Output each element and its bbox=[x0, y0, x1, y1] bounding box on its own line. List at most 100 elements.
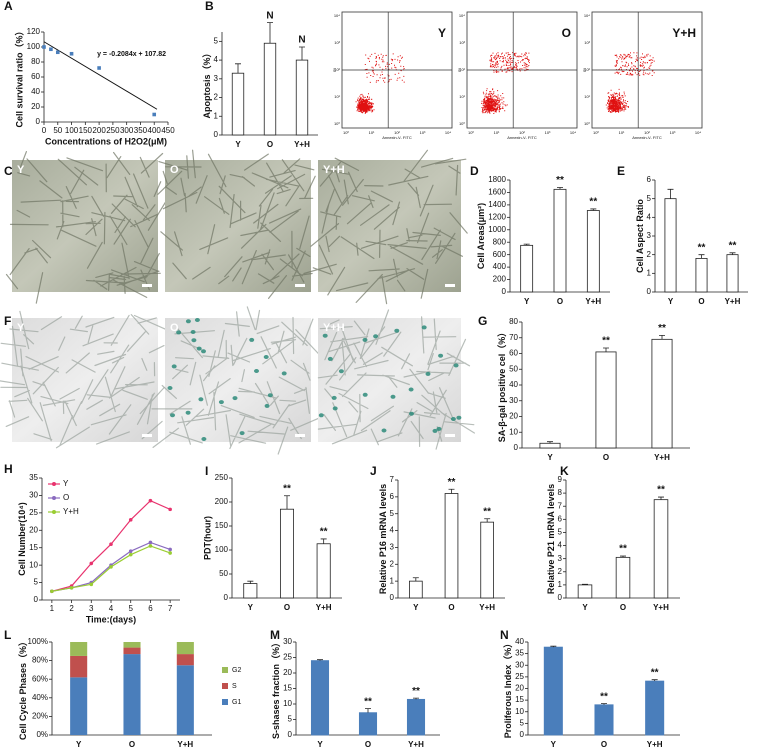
y-tick-label: 10 bbox=[515, 707, 524, 716]
error-bar bbox=[729, 252, 736, 255]
error-bar bbox=[590, 208, 597, 211]
y-tick-label: 25 bbox=[515, 672, 524, 681]
error-bar bbox=[651, 679, 658, 682]
x-tick-label: 7 bbox=[168, 604, 173, 613]
bar bbox=[553, 188, 567, 293]
legend-swatch bbox=[222, 667, 228, 673]
legend-label: S bbox=[232, 683, 237, 690]
y-tick-label: 6 bbox=[558, 514, 563, 523]
significance-label: ** bbox=[589, 197, 597, 208]
significance-label: ** bbox=[283, 483, 291, 494]
y-tick-label: 20 bbox=[31, 102, 40, 111]
bar bbox=[577, 584, 593, 599]
flow-x-tick: 10⁰ bbox=[468, 130, 474, 135]
flow-y-tick: 10⁴ bbox=[459, 13, 465, 18]
x-tick-label: 400 bbox=[148, 126, 162, 135]
point bbox=[109, 565, 113, 569]
panel-letter: D bbox=[470, 164, 479, 178]
error-bar bbox=[550, 645, 557, 648]
flow-y-tick: 10⁰ bbox=[334, 121, 340, 126]
y-tick-label: 35 bbox=[515, 649, 524, 658]
x-tick-label: O bbox=[620, 603, 626, 612]
significance-label: ** bbox=[364, 696, 372, 707]
y-tick-label: 250 bbox=[215, 473, 229, 482]
error-bar bbox=[247, 580, 254, 584]
flow-y-label: PI bbox=[582, 68, 587, 72]
scale-bar bbox=[295, 434, 305, 437]
y-tick-label: 1400 bbox=[488, 200, 506, 209]
bar-segment bbox=[70, 677, 88, 735]
cell-texture bbox=[317, 309, 475, 450]
x-tick-label: 6 bbox=[148, 604, 153, 613]
bar bbox=[615, 556, 631, 599]
y-tick-label: 600 bbox=[493, 250, 507, 259]
x-tick-label: Y+H bbox=[647, 740, 663, 749]
bar bbox=[231, 72, 245, 136]
y-axis-title: Cell Cycle Phases（%） bbox=[18, 637, 28, 740]
error-bar bbox=[448, 488, 455, 494]
y-tick-label: 8 bbox=[558, 488, 563, 497]
flow-label: O bbox=[562, 26, 571, 40]
y-tick-label: 200 bbox=[215, 497, 229, 506]
y-tick-label: 5 bbox=[520, 718, 525, 727]
flow-x-tick: 10⁴ bbox=[445, 130, 451, 135]
cell-texture bbox=[151, 306, 327, 455]
y-tick-label: 20% bbox=[32, 712, 48, 721]
point bbox=[89, 582, 94, 587]
point bbox=[168, 547, 172, 552]
y-axis-title: Cell survival ratio（%） bbox=[15, 26, 25, 127]
legend-swatch bbox=[222, 683, 228, 689]
bar bbox=[651, 338, 673, 449]
micrograph-label: Y+H bbox=[323, 322, 345, 334]
x-tick-label: Y bbox=[551, 740, 557, 749]
bar bbox=[409, 580, 423, 599]
x-tick-label: Y bbox=[317, 740, 323, 749]
flow-x-label: Annexin-V- FITC bbox=[507, 135, 537, 140]
y-tick-label: 1 bbox=[390, 576, 395, 585]
bar bbox=[444, 493, 459, 599]
cell-texture bbox=[5, 151, 167, 304]
y-tick-label: 60 bbox=[31, 72, 40, 81]
flow-x-tick: 10⁰ bbox=[593, 130, 599, 135]
bar-segment bbox=[123, 647, 141, 655]
x-tick-label: O bbox=[284, 603, 290, 612]
x-tick-label: Y bbox=[76, 740, 82, 749]
y-tick-label: 4 bbox=[647, 212, 652, 221]
significance-label: ** bbox=[619, 544, 627, 555]
y-tick-label: 30 bbox=[515, 660, 524, 669]
panel-letter: A bbox=[4, 0, 13, 13]
point bbox=[50, 589, 54, 594]
x-tick-label: 0 bbox=[42, 126, 47, 135]
bar bbox=[595, 351, 617, 449]
point bbox=[49, 47, 53, 52]
x-tick-label: Y+H bbox=[585, 297, 601, 306]
bar bbox=[243, 583, 258, 599]
flow-label: Y bbox=[438, 26, 446, 40]
y-tick-label: 2 bbox=[214, 93, 219, 102]
scale-bar bbox=[445, 284, 455, 287]
y-tick-label: 400 bbox=[493, 262, 507, 271]
point bbox=[152, 112, 157, 117]
y-tick-label: 1200 bbox=[488, 212, 506, 221]
y-tick-label: 80 bbox=[509, 317, 518, 326]
flow-y-tick: 10⁰ bbox=[459, 121, 465, 126]
point bbox=[42, 45, 46, 49]
flow-x-tick: 10¹ bbox=[494, 130, 500, 135]
y-tick-label: 2 bbox=[558, 567, 563, 576]
y-tick-label: 120 bbox=[27, 27, 41, 36]
micrograph-label: O bbox=[170, 164, 179, 176]
y-axis-title: PDT(hour) bbox=[203, 516, 213, 560]
error-bar bbox=[523, 243, 530, 246]
bar bbox=[539, 442, 561, 449]
significance-label: N bbox=[266, 10, 273, 21]
bar bbox=[295, 59, 309, 136]
x-tick-label: 2 bbox=[69, 604, 74, 613]
y-tick-label: 10 bbox=[283, 699, 292, 708]
bar-segment bbox=[176, 654, 194, 666]
legend-marker bbox=[52, 510, 56, 514]
y-axis-title: SA-β-gal positive cel（%） bbox=[497, 328, 507, 443]
y-tick-label: 1 bbox=[214, 111, 219, 120]
y-tick-label: 30 bbox=[509, 396, 518, 405]
flow-x-tick: 10¹ bbox=[619, 130, 625, 135]
y-tick-label: 5 bbox=[558, 528, 563, 537]
